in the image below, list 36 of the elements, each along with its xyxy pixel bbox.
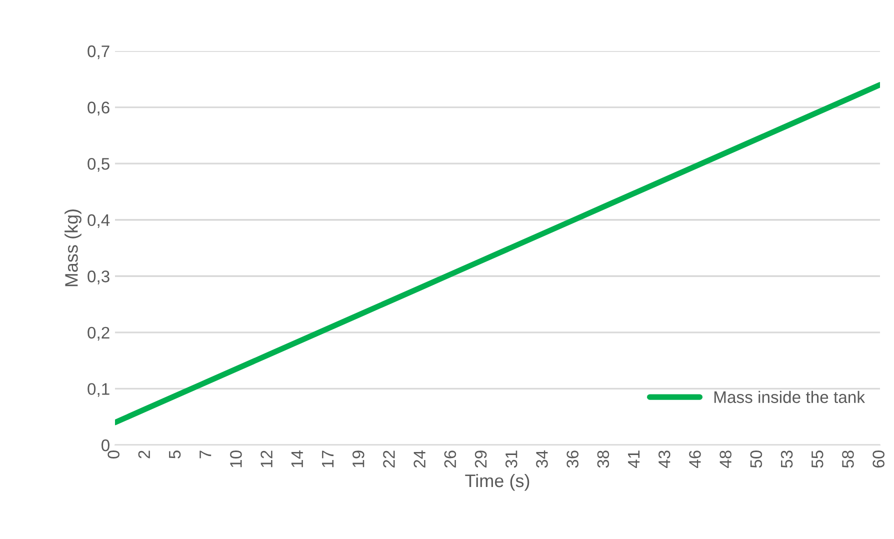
x-tick-label: 19 [352, 450, 364, 468]
x-tick-label: 34 [536, 450, 548, 468]
x-tick-label: 53 [780, 450, 793, 468]
y-tick-label: 0,7 [88, 45, 110, 60]
x-tick-label: 46 [689, 450, 701, 468]
x-tick-label: 41 [628, 450, 640, 468]
x-tick-label: 60 [872, 450, 884, 468]
x-tick-label: 2 [138, 450, 150, 458]
x-tick-label: 55 [812, 450, 824, 468]
x-tick-label: 0 [108, 450, 120, 458]
x-tick-label: 26 [444, 450, 456, 468]
x-tick-label: 58 [842, 450, 854, 468]
x-tick-label: 36 [566, 450, 578, 468]
y-tick-label: 0,1 [88, 383, 110, 397]
x-tick-label: 14 [291, 450, 303, 468]
x-tick-label: 17 [322, 450, 334, 468]
legend-label: Mass inside the tank [714, 390, 866, 404]
x-tick-label: 22 [383, 450, 395, 468]
x-tick-label: 31 [505, 450, 518, 468]
y-tick-label: 0,6 [88, 102, 110, 116]
y-tick-label: 0,4 [88, 214, 110, 228]
x-tick-label: 7 [200, 450, 212, 458]
x-tick-label: 5 [169, 450, 181, 458]
y-axis-title: Mass (kg) [64, 209, 82, 286]
y-tick-label: 0,5 [88, 158, 110, 172]
x-axis-title: Time (s) [465, 474, 530, 491]
x-tick-label: 48 [720, 450, 732, 468]
x-tick-label: 24 [414, 450, 426, 468]
x-tick-label: 12 [260, 450, 272, 468]
x-tick-label: 29 [474, 450, 487, 468]
y-tick-label: 0,3 [88, 270, 110, 284]
x-tick-label: 10 [230, 450, 242, 468]
x-tick-label: 43 [658, 450, 670, 468]
x-tick-label: 38 [597, 450, 610, 468]
x-tick-label: 50 [750, 450, 762, 468]
y-tick-label: 0,2 [88, 326, 110, 341]
